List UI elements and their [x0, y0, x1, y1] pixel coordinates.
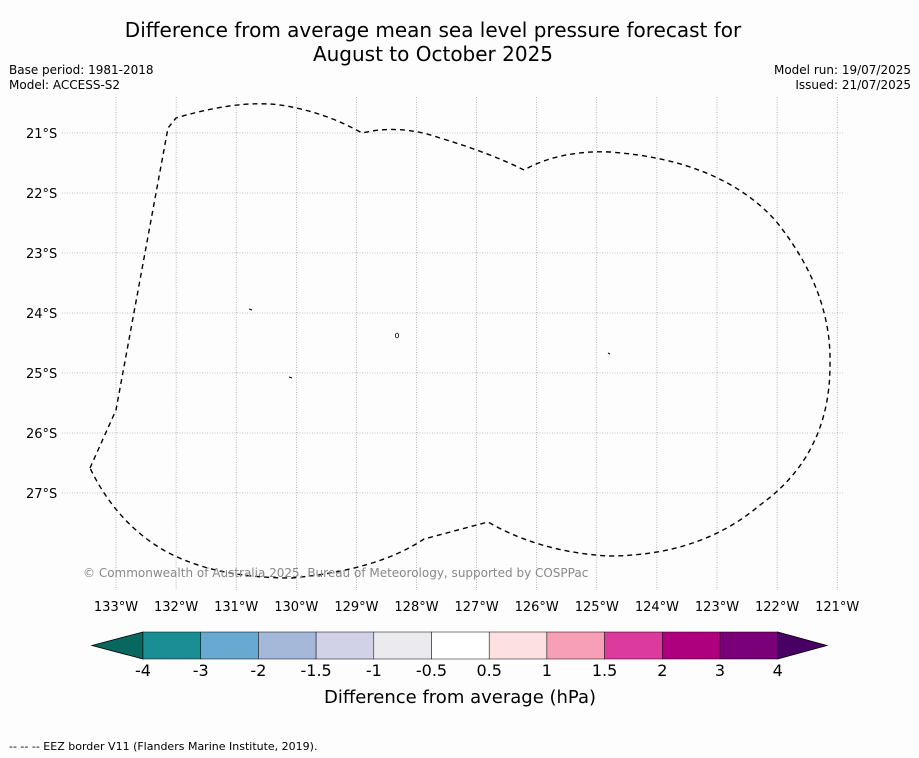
lon-label: 129°W: [334, 600, 378, 615]
lon-label: 128°W: [394, 600, 438, 615]
lat-label: 27°S: [26, 487, 57, 502]
issued-date: Issued: 21/07/2025: [795, 78, 911, 92]
colorbar-tick: 1: [542, 661, 552, 680]
colorbar-segment: [431, 631, 490, 660]
colorbar-label: Difference from average (hPa): [324, 687, 596, 708]
colorbar-tick: -3: [193, 661, 209, 680]
colorbar-segment: [719, 631, 778, 660]
colorbar-under-arrow: [90, 631, 144, 660]
lon-label: 133°W: [94, 600, 138, 615]
island-2: [394, 332, 399, 339]
colorbar-tick: 1.5: [592, 661, 617, 680]
base-period: Base period: 1981-2018: [9, 63, 154, 77]
meta-left: Base period: 1981-2018 Model: ACCESS-S2: [9, 63, 154, 93]
lon-label: 131°W: [214, 600, 258, 615]
lon-label: 132°W: [154, 600, 198, 615]
title-line-1: Difference from average mean sea level p…: [124, 18, 742, 42]
meta-right: Model run: 19/07/2025 Issued: 21/07/2025: [774, 63, 911, 93]
colorbar-segment: [258, 631, 317, 660]
colorbar-segment: [142, 631, 201, 660]
chart-title: Difference from average mean sea level p…: [100, 18, 766, 66]
colorbar-tick: -2: [250, 661, 266, 680]
lon-label: 126°W: [515, 600, 559, 615]
lon-label: 124°W: [635, 600, 679, 615]
colorbar-segment: [662, 631, 721, 660]
eez-border: [89, 103, 831, 579]
footer-note: -- -- -- EEZ border V11 (Flanders Marine…: [9, 740, 318, 753]
lat-label: 22°S: [26, 187, 57, 202]
colorbar-tick: -0.5: [416, 661, 447, 680]
island-3: [288, 376, 293, 379]
lon-label: 127°W: [455, 600, 499, 615]
lat-label: 25°S: [26, 367, 57, 382]
colorbar-tick: 2: [657, 661, 667, 680]
lat-label: 21°S: [26, 127, 57, 142]
colorbar-tick: -4: [135, 661, 151, 680]
model-name: Model: ACCESS-S2: [9, 78, 121, 92]
colorbar-tick: 3: [715, 661, 725, 680]
graticule: [62, 97, 843, 590]
lat-label: 24°S: [26, 307, 57, 322]
longitude-labels: 133°W 132°W 131°W 130°W 129°W 128°W 127°W 126°W…: [94, 600, 860, 615]
model-run: Model run: 19/07/2025: [773, 63, 911, 77]
colorbar: [90, 631, 829, 660]
lon-label: 121°W: [815, 600, 859, 615]
lon-label: 130°W: [274, 600, 318, 615]
lon-label: 125°W: [575, 600, 619, 615]
colorbar-tick: 4: [773, 661, 783, 680]
copyright-notice: © Commonwealth of Australia 2025, Bureau…: [83, 566, 588, 580]
colorbar-segment: [488, 631, 548, 660]
colorbar-segment: [546, 631, 605, 660]
colorbar-over-arrow: [777, 631, 829, 660]
colorbar-segment: [200, 631, 259, 660]
colorbar-segment: [604, 631, 663, 660]
island-4: [607, 352, 611, 355]
colorbar-tick: -1.5: [300, 661, 331, 680]
lat-label: 23°S: [26, 247, 57, 262]
colorbar-segment: [373, 631, 432, 660]
colorbar-tick-labels: -4 -3 -2 -1.5 -1 -0.5 0.5 1 1.5 2 3 4: [135, 661, 783, 680]
lat-label: 26°S: [26, 427, 57, 442]
lon-label: 123°W: [695, 600, 739, 615]
colorbar-tick: 0.5: [476, 661, 501, 680]
title-line-2: August to October 2025: [312, 42, 554, 66]
colorbar-segment: [315, 631, 375, 660]
latitude-labels: 21°S 22°S 23°S 24°S 25°S 26°S 27°S: [26, 127, 57, 502]
island-1: [248, 308, 253, 311]
lon-label: 122°W: [755, 600, 799, 615]
colorbar-tick: -1: [366, 661, 382, 680]
islands: [248, 308, 611, 379]
